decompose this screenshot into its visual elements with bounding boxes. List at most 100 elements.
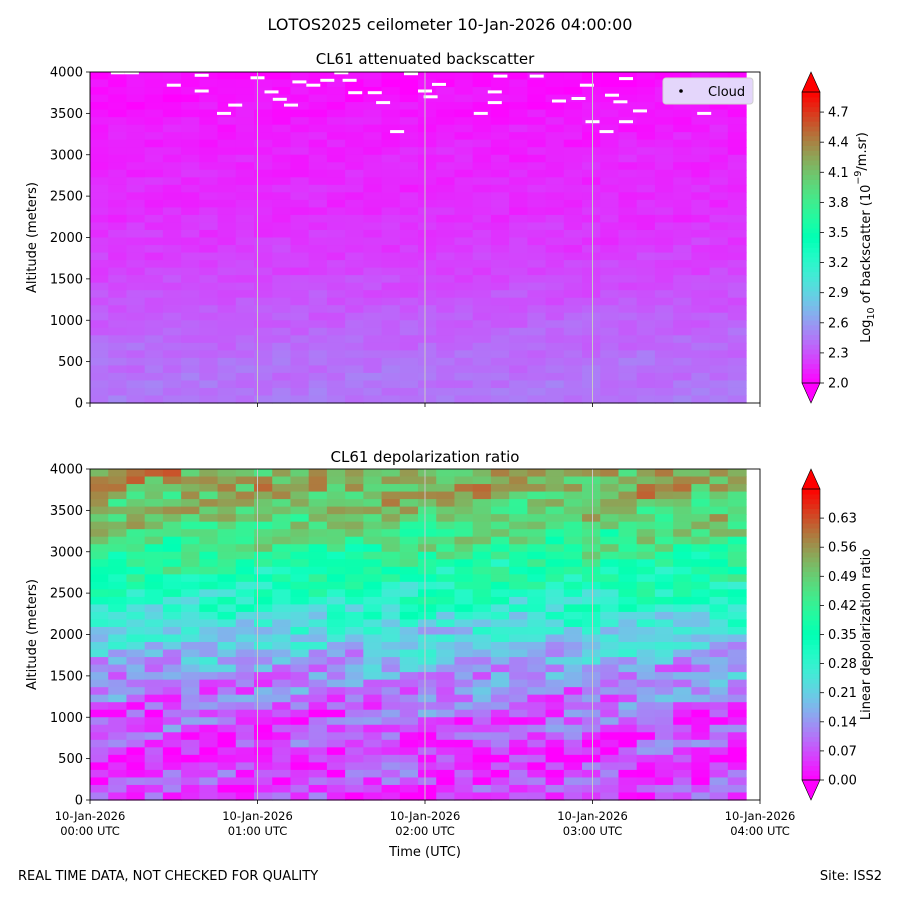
heatmap-cell [727, 634, 747, 643]
heatmap-cell [162, 476, 182, 485]
heatmap-cell [181, 260, 200, 269]
heatmap-cell [454, 94, 474, 103]
heatmap-cell [363, 536, 383, 545]
heatmap-cell [673, 297, 692, 306]
heatmap-cell [363, 634, 383, 643]
heatmap-cell [600, 762, 620, 771]
heatmap-cell [490, 357, 510, 366]
heatmap-cell [509, 372, 528, 382]
heatmap-cell [545, 762, 565, 771]
y-tick-label: 2500 [50, 190, 83, 205]
heatmap-cell [709, 544, 729, 553]
heatmap-cell [326, 732, 346, 741]
heatmap-cell [545, 260, 565, 269]
heatmap-cell [436, 611, 456, 621]
heatmap-cell [673, 365, 692, 374]
heatmap-cell [126, 237, 146, 246]
heatmap-cell [254, 184, 273, 193]
heatmap-cell [600, 365, 620, 374]
heatmap-cell [217, 784, 237, 794]
heatmap-cell [691, 769, 711, 779]
heatmap-cell [235, 649, 255, 658]
heatmap-cell [308, 260, 328, 269]
heatmap-cell [490, 162, 510, 171]
heatmap-cell [290, 350, 310, 359]
heatmap-cell [90, 192, 109, 201]
heatmap-cell [673, 566, 692, 575]
heatmap-cell [490, 551, 510, 560]
heatmap-cell [254, 717, 273, 726]
heatmap-cell [235, 214, 255, 224]
heatmap-cell [527, 94, 547, 103]
heatmap-cell [108, 357, 128, 366]
heatmap-cell [600, 222, 620, 231]
heatmap-cell [308, 87, 328, 96]
heatmap-cell [254, 245, 273, 254]
heatmap-cell [673, 521, 692, 530]
heatmap-cell [290, 207, 310, 216]
heatmap-cell [90, 574, 109, 583]
heatmap-cell [308, 387, 328, 397]
heatmap-cell [545, 506, 565, 515]
heatmap-cell [472, 619, 492, 628]
heatmap-cell [217, 574, 237, 583]
heatmap-cell [144, 762, 164, 771]
heatmap-cell [636, 342, 656, 351]
heatmap-cell [582, 484, 601, 493]
heatmap-cell [108, 536, 128, 545]
heatmap-cell [636, 521, 656, 530]
heatmap-cell [108, 596, 128, 606]
heatmap-cell [235, 499, 255, 508]
heatmap-cell [199, 79, 219, 88]
heatmap-cell [399, 544, 419, 553]
heatmap-cell [290, 124, 310, 133]
heatmap-cell [582, 529, 601, 538]
heatmap-cell [472, 709, 492, 718]
heatmap-cell [582, 672, 601, 681]
heatmap-cell [217, 657, 237, 666]
heatmap-cell [235, 387, 255, 397]
heatmap-cell [399, 169, 419, 178]
heatmap-cell [326, 702, 346, 711]
heatmap-cell [399, 739, 419, 748]
heatmap-cell [727, 147, 747, 156]
heatmap-cell [545, 245, 565, 254]
heatmap-cell [272, 581, 292, 590]
heatmap-cell [527, 596, 547, 606]
heatmap-cell [399, 387, 419, 397]
heatmap-cell [162, 237, 182, 246]
heatmap-cell [454, 372, 474, 382]
heatmap-cell [108, 529, 128, 538]
heatmap-cell [490, 275, 510, 284]
heatmap-cell [436, 544, 456, 553]
heatmap-cell [126, 214, 146, 224]
heatmap-cell [199, 589, 219, 598]
heatmap-cell [454, 589, 474, 598]
heatmap-cell [144, 395, 164, 404]
heatmap-cell [618, 687, 638, 696]
heatmap-cell [618, 469, 638, 478]
colorbar-label: Log10 of backscatter (10−9/m.sr) [853, 132, 877, 343]
heatmap-cell [108, 649, 128, 658]
heatmap-cell [308, 312, 328, 321]
heatmap-cell [654, 102, 674, 111]
heatmap-cell [144, 777, 164, 786]
heatmap-cell [636, 222, 656, 231]
heatmap-cell [345, 596, 364, 606]
heatmap-cell [199, 679, 219, 688]
heatmap-cell [162, 739, 182, 748]
heatmap-cell [563, 581, 583, 590]
heatmap-cell [673, 484, 692, 493]
heatmap-cell [290, 109, 310, 118]
heatmap-cell [381, 566, 401, 575]
heatmap-cell [691, 365, 711, 374]
heatmap-cell [308, 177, 328, 186]
heatmap-cell [308, 566, 328, 575]
heatmap-cell [363, 476, 383, 485]
heatmap-cell [90, 124, 109, 133]
heatmap-cell [108, 102, 128, 111]
heatmap-cell [290, 784, 310, 794]
colorbar-band [802, 741, 820, 747]
heatmap-cell [199, 192, 219, 201]
heatmap-cell [709, 132, 729, 141]
